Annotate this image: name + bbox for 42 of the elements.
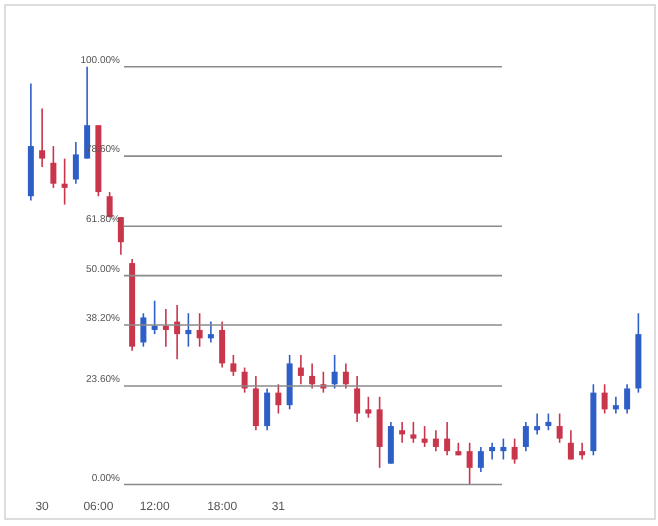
candlestick — [466, 441, 473, 486]
candlestick — [601, 383, 608, 415]
candlestick — [207, 320, 214, 344]
candlestick — [522, 421, 529, 452]
candlestick — [50, 145, 57, 189]
candlestick — [534, 412, 541, 436]
candlestick — [331, 354, 338, 390]
candlestick — [275, 383, 282, 415]
candlestick — [410, 421, 417, 444]
candlestick — [151, 299, 158, 335]
candlestick — [106, 191, 113, 218]
candlestick — [342, 362, 349, 390]
candlestick — [432, 429, 439, 452]
candlestick — [162, 308, 169, 348]
candlestick — [286, 354, 293, 411]
candlestick — [140, 312, 147, 348]
candlestick — [252, 375, 259, 432]
candlestick — [185, 312, 192, 348]
candlestick — [297, 354, 304, 386]
candlestick — [196, 312, 203, 348]
candlestick — [219, 320, 226, 369]
candlestick — [354, 375, 361, 423]
candlestick — [376, 396, 383, 469]
candlestick — [365, 396, 372, 419]
candlestick — [567, 429, 574, 461]
candlestick — [511, 437, 518, 465]
candlestick — [61, 157, 68, 206]
candlestick — [556, 412, 563, 444]
candlestick — [117, 216, 124, 256]
candlestick — [500, 437, 507, 461]
candlestick — [309, 362, 316, 390]
candlestick — [624, 383, 631, 415]
candlestick — [421, 425, 428, 448]
candlestick — [477, 446, 484, 473]
candlestick — [387, 421, 394, 465]
candlestick — [399, 421, 406, 444]
candlestick — [72, 141, 79, 185]
candlestick — [39, 107, 46, 168]
candlestick — [230, 354, 237, 377]
candlestick — [612, 396, 619, 415]
candlestick — [444, 421, 451, 457]
candlestick — [264, 387, 271, 432]
